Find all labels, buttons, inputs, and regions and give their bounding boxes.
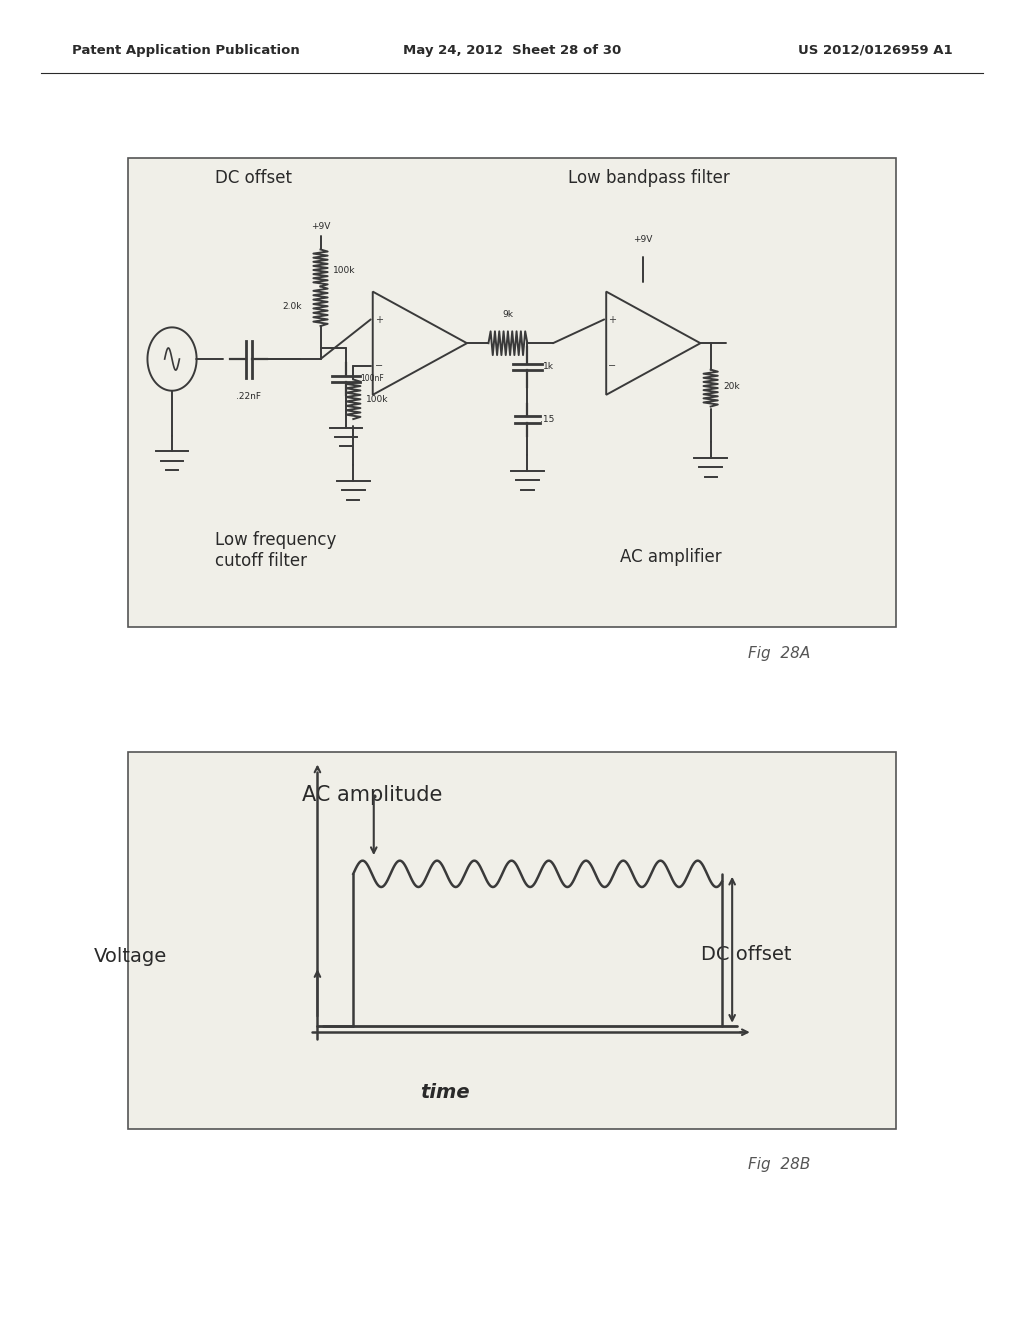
Text: Patent Application Publication: Patent Application Publication xyxy=(72,44,299,57)
Text: 2.0k: 2.0k xyxy=(283,302,302,310)
FancyBboxPatch shape xyxy=(128,752,896,1129)
Text: 100nF: 100nF xyxy=(360,375,384,383)
Text: DC offset: DC offset xyxy=(215,169,292,187)
Text: −: − xyxy=(375,362,383,371)
Text: +9V: +9V xyxy=(311,222,330,231)
Text: AC amplifier: AC amplifier xyxy=(620,548,721,566)
Text: 9k: 9k xyxy=(503,310,513,319)
Text: +: + xyxy=(375,315,383,325)
Text: .22nF: .22nF xyxy=(237,392,261,401)
FancyBboxPatch shape xyxy=(128,158,896,627)
Text: time: time xyxy=(421,1084,470,1102)
Text: .15: .15 xyxy=(540,416,554,424)
Text: US 2012/0126959 A1: US 2012/0126959 A1 xyxy=(798,44,952,57)
Text: DC offset: DC offset xyxy=(701,945,792,964)
Text: AC amplitude: AC amplitude xyxy=(302,784,442,805)
Text: Low bandpass filter: Low bandpass filter xyxy=(568,169,730,187)
Text: May 24, 2012  Sheet 28 of 30: May 24, 2012 Sheet 28 of 30 xyxy=(402,44,622,57)
Text: 1k: 1k xyxy=(543,363,554,371)
Text: Fig  28B: Fig 28B xyxy=(748,1156,810,1172)
Text: 20k: 20k xyxy=(723,383,739,391)
Text: −: − xyxy=(608,362,616,371)
Text: 100k: 100k xyxy=(366,395,388,404)
Text: +9V: +9V xyxy=(634,235,652,244)
Text: 100k: 100k xyxy=(333,267,355,275)
Text: Low frequency
cutoff filter: Low frequency cutoff filter xyxy=(215,531,337,570)
Text: Voltage: Voltage xyxy=(93,948,167,966)
Text: Fig  28A: Fig 28A xyxy=(748,645,810,661)
Text: +: + xyxy=(608,315,616,325)
